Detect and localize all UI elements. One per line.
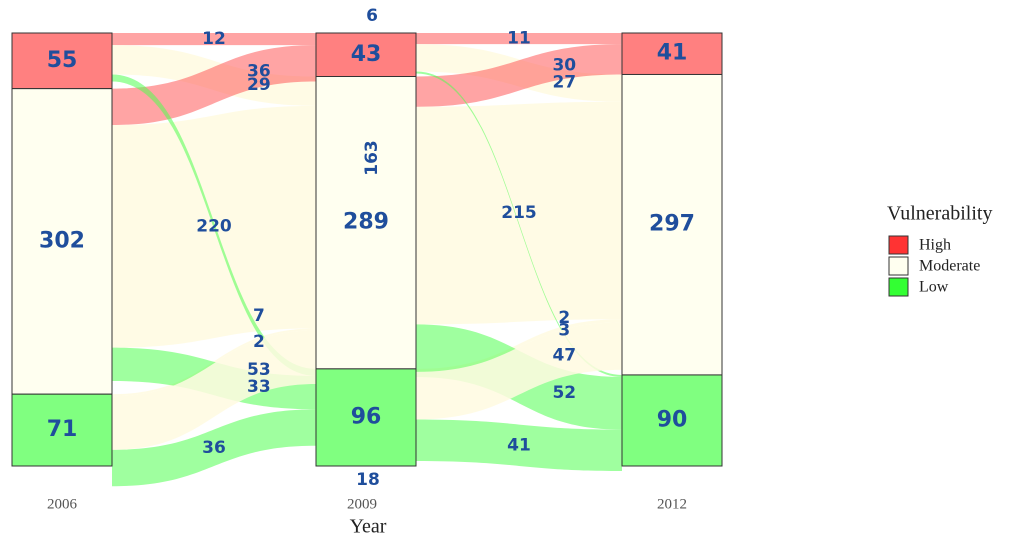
node-label-2012-high: 41: [657, 41, 688, 66]
node-label-2009-high: 43: [351, 42, 382, 67]
flow-label-2006-High-Low: 7: [253, 306, 265, 326]
flow-label-2006-Low-Moderate: 53: [247, 360, 271, 380]
flow-2006-Low-Low: [112, 409, 316, 487]
node-label-2006-high: 55: [47, 48, 78, 73]
flow-label-2006-Low-Low: 36: [202, 438, 226, 458]
node-label-2009-low: 96: [351, 404, 382, 429]
node-label-2006-low: 71: [47, 417, 78, 442]
flow-2009-High-Low: [416, 71, 622, 377]
node-label-2012-moderate: 297: [649, 212, 695, 237]
node-2006-high: [11, 32, 113, 90]
flow-label-2009-High-Moderate: 27: [552, 72, 576, 92]
flow-2009-Low-Moderate: [416, 319, 622, 372]
flow-2006-High-Low: [112, 74, 316, 376]
extra-label-top: 6: [366, 6, 378, 26]
flow-label-2009-Moderate-Low: 52: [552, 383, 576, 403]
legend-label-moderate: Moderate: [919, 258, 980, 275]
flow-label-2006-Moderate-Moderate: 220: [196, 217, 232, 237]
x-axis-title: Year: [350, 516, 387, 538]
x-tick-2009: 2009: [347, 496, 377, 512]
legend-label-low: Low: [919, 279, 949, 296]
flow-2006-Moderate-High: [112, 45, 316, 126]
flow-label-2009-High-Low: 2: [558, 308, 570, 328]
flow-label-2006-High-Moderate: 29: [247, 75, 271, 95]
node-2012-high: [621, 32, 723, 75]
flow-label-2006-Moderate-Low: 33: [247, 377, 271, 397]
flow-2006-High-High: [112, 33, 316, 46]
flow-2009-Low-Moderate: [416, 322, 622, 420]
node-2012-low: [621, 374, 723, 467]
node-2009-low: [315, 368, 417, 467]
extra-label-bottom: 18: [356, 470, 380, 490]
legend-swatch-high: [888, 235, 909, 255]
node-2006-moderate: [11, 88, 113, 395]
node-2012-moderate: [621, 73, 723, 376]
node-2009-moderate: [315, 76, 417, 370]
flow-2009-Moderate-Moderate: [416, 101, 622, 325]
flow-2009-High-High: [416, 33, 622, 45]
flow-label-2009-High-High: 11: [507, 29, 531, 49]
flow-label-2009-Low-Moderate: 47: [552, 346, 576, 366]
flow-label-2006-Moderate-High: 36: [247, 62, 271, 82]
legend-title: Vulnerability: [887, 203, 992, 225]
node-2009-high: [315, 32, 417, 78]
node-label-2006-moderate: 302: [39, 228, 85, 253]
flow-2009-Low-Low: [416, 419, 622, 472]
node-label-2009-moderate: 289: [343, 210, 389, 235]
flow-label-2009-Moderate-Moderate: 215: [501, 203, 537, 223]
extra-label-middle: 163: [362, 140, 382, 176]
x-tick-2006: 2006: [47, 496, 78, 512]
node-2006-low: [11, 393, 113, 467]
legend-swatch-moderate: [888, 256, 909, 276]
flow-label-2009-Moderate-High: 30: [552, 55, 576, 75]
x-tick-2012: 2012: [657, 496, 687, 512]
flow-label-2006-Low-Moderate: 2: [253, 332, 265, 352]
flow-label-2009-Low-Low: 41: [507, 435, 531, 455]
flow-2009-Moderate-High: [416, 44, 622, 107]
legend-swatch-low: [888, 277, 909, 297]
flow-label-2009-Low-Moderate: 3: [558, 320, 570, 340]
flow-2006-Low-Moderate: [112, 330, 316, 450]
node-label-2012-low: 90: [657, 407, 688, 432]
flow-label-2006-High-High: 12: [202, 29, 226, 49]
legend-label-high: High: [919, 237, 951, 254]
